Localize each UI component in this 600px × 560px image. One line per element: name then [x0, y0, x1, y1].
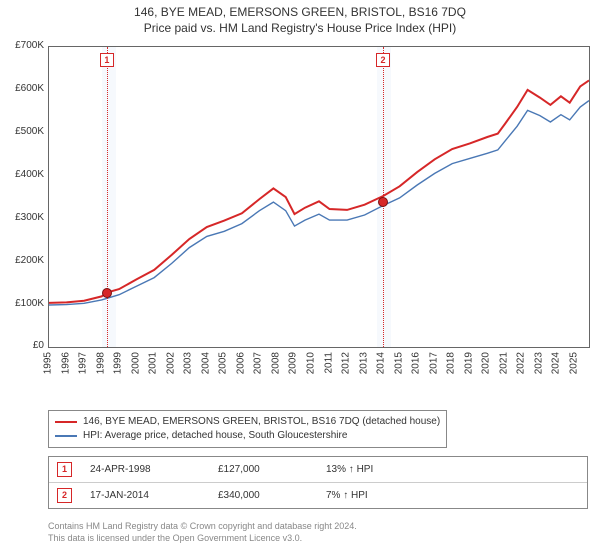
xtick-label: 2023	[533, 352, 544, 374]
ytick-label: £100K	[0, 298, 44, 309]
xtick-label: 2019	[463, 352, 474, 374]
xtick-label: 2016	[411, 352, 422, 374]
xtick-label: 2005	[218, 352, 229, 374]
xtick-label: 2022	[516, 352, 527, 374]
row-marker: 1	[57, 462, 72, 477]
legend-swatch	[55, 435, 77, 437]
xtick-label: 2000	[130, 352, 141, 374]
xtick-label: 2017	[428, 352, 439, 374]
legend-label: HPI: Average price, detached house, Sout…	[83, 429, 347, 443]
row-price: £127,000	[218, 464, 308, 475]
xtick-label: 1999	[113, 352, 124, 374]
ytick-label: £500K	[0, 126, 44, 137]
xtick-label: 1995	[43, 352, 54, 374]
xtick-label: 2003	[183, 352, 194, 374]
xtick-label: 2014	[376, 352, 387, 374]
sale-vline	[107, 47, 108, 347]
chart-lines	[49, 47, 589, 347]
xtick-label: 2006	[235, 352, 246, 374]
legend: 146, BYE MEAD, EMERSONS GREEN, BRISTOL, …	[48, 410, 447, 448]
footnote: Contains HM Land Registry data © Crown c…	[48, 520, 357, 544]
chart-container: 12 £0£100K£200K£300K£400K£500K£600K£700K…	[0, 36, 600, 406]
series-price_paid	[49, 81, 589, 304]
xtick-label: 2002	[165, 352, 176, 374]
ytick-label: £700K	[0, 40, 44, 51]
xtick-label: 1996	[60, 352, 71, 374]
series-hpi	[49, 101, 589, 305]
row-price: £340,000	[218, 490, 308, 501]
sale-marker: 2	[376, 53, 390, 67]
xtick-label: 2012	[341, 352, 352, 374]
table-row: 1 24-APR-1998 £127,000 13% ↑ HPI	[49, 457, 587, 482]
sale-point	[102, 288, 112, 298]
xtick-label: 1998	[95, 352, 106, 374]
ytick-label: £300K	[0, 212, 44, 223]
row-marker: 2	[57, 488, 72, 503]
xtick-label: 2008	[270, 352, 281, 374]
xtick-label: 2020	[481, 352, 492, 374]
xtick-label: 2004	[200, 352, 211, 374]
sale-marker: 1	[100, 53, 114, 67]
footnote-line-2: This data is licensed under the Open Gov…	[48, 532, 357, 544]
xtick-label: 2013	[358, 352, 369, 374]
xtick-label: 2025	[568, 352, 579, 374]
legend-swatch	[55, 421, 77, 423]
legend-label: 146, BYE MEAD, EMERSONS GREEN, BRISTOL, …	[83, 415, 440, 429]
xtick-label: 2001	[148, 352, 159, 374]
xtick-label: 2021	[498, 352, 509, 374]
table-row: 2 17-JAN-2014 £340,000 7% ↑ HPI	[49, 482, 587, 508]
ytick-label: £200K	[0, 255, 44, 266]
row-date: 24-APR-1998	[90, 464, 200, 475]
plot-area: 12	[48, 46, 590, 348]
row-date: 17-JAN-2014	[90, 490, 200, 501]
chart-title-2: Price paid vs. HM Land Registry's House …	[0, 20, 600, 36]
ytick-label: £600K	[0, 83, 44, 94]
ytick-label: £0	[0, 340, 44, 351]
xtick-label: 1997	[78, 352, 89, 374]
xtick-label: 2015	[393, 352, 404, 374]
legend-item: HPI: Average price, detached house, Sout…	[55, 429, 440, 443]
row-pct: 7% ↑ HPI	[326, 490, 426, 501]
sale-point	[378, 197, 388, 207]
sale-table: 1 24-APR-1998 £127,000 13% ↑ HPI 2 17-JAN-201…	[48, 456, 588, 509]
row-pct: 13% ↑ HPI	[326, 464, 426, 475]
xtick-label: 2010	[305, 352, 316, 374]
legend-item: 146, BYE MEAD, EMERSONS GREEN, BRISTOL, …	[55, 415, 440, 429]
xtick-label: 2018	[446, 352, 457, 374]
xtick-label: 2024	[551, 352, 562, 374]
xtick-label: 2007	[253, 352, 264, 374]
chart-title-1: 146, BYE MEAD, EMERSONS GREEN, BRISTOL, …	[0, 4, 600, 20]
ytick-label: £400K	[0, 169, 44, 180]
footnote-line-1: Contains HM Land Registry data © Crown c…	[48, 520, 357, 532]
xtick-label: 2011	[323, 352, 334, 374]
xtick-label: 2009	[288, 352, 299, 374]
